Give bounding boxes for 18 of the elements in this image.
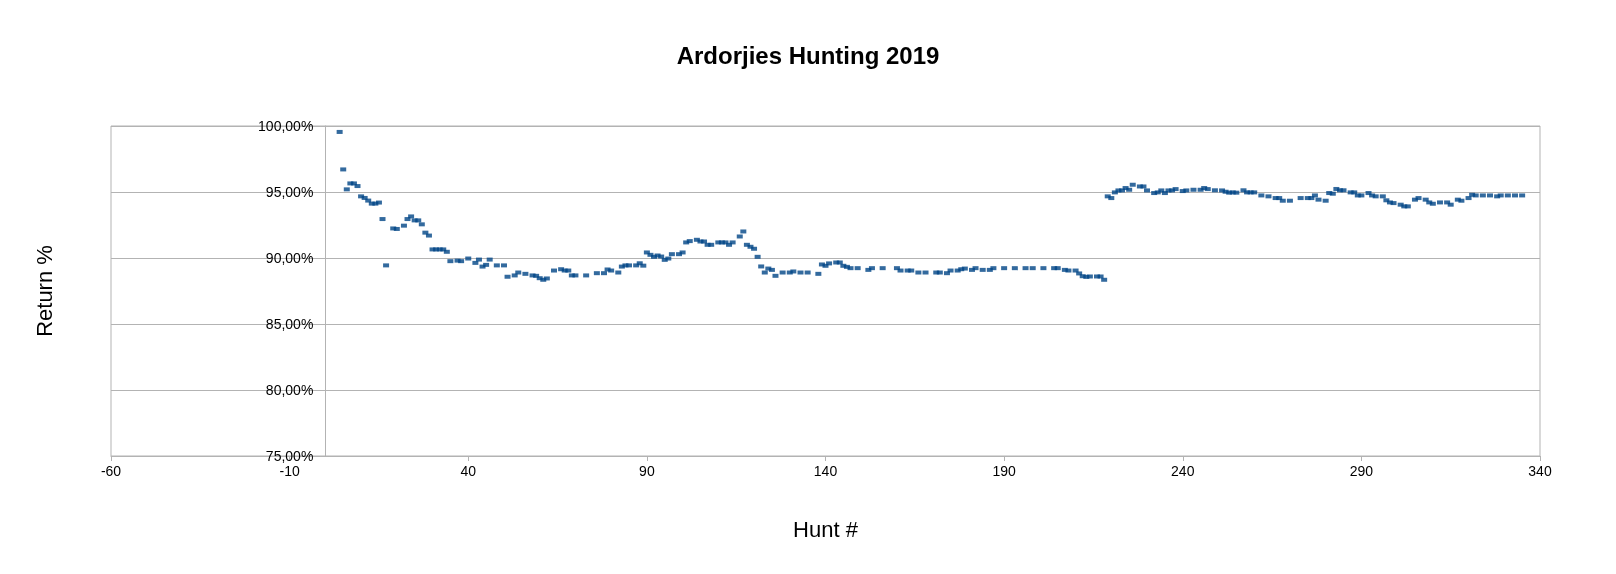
x-tick-label: -60 [100, 463, 122, 479]
x-tick-label: 340 [1528, 463, 1552, 479]
y-tick-label: 75,00% [265, 448, 314, 464]
chart-title: Ardorjies Hunting 2019 [676, 41, 940, 69]
x-tick-label: -10 [279, 463, 300, 479]
x-tick-label: 140 [813, 463, 838, 479]
y-tick-label: 100,00% [258, 118, 314, 134]
y-axis-title: Return % [31, 245, 57, 337]
x-tick-label: 290 [1349, 463, 1374, 479]
x-axis-title: Hunt # [793, 516, 859, 542]
y-tick-label: 90,00% [265, 250, 314, 266]
x-tick-label: 90 [639, 463, 655, 479]
y-tick-label: 80,00% [265, 382, 314, 398]
y-tick-label: 85,00% [265, 316, 314, 332]
x-tick-label: 240 [1171, 463, 1195, 479]
x-tick-label: 40 [460, 463, 477, 479]
y-tick-label: 95,00% [265, 184, 314, 200]
x-tick-label: 190 [992, 463, 1017, 479]
